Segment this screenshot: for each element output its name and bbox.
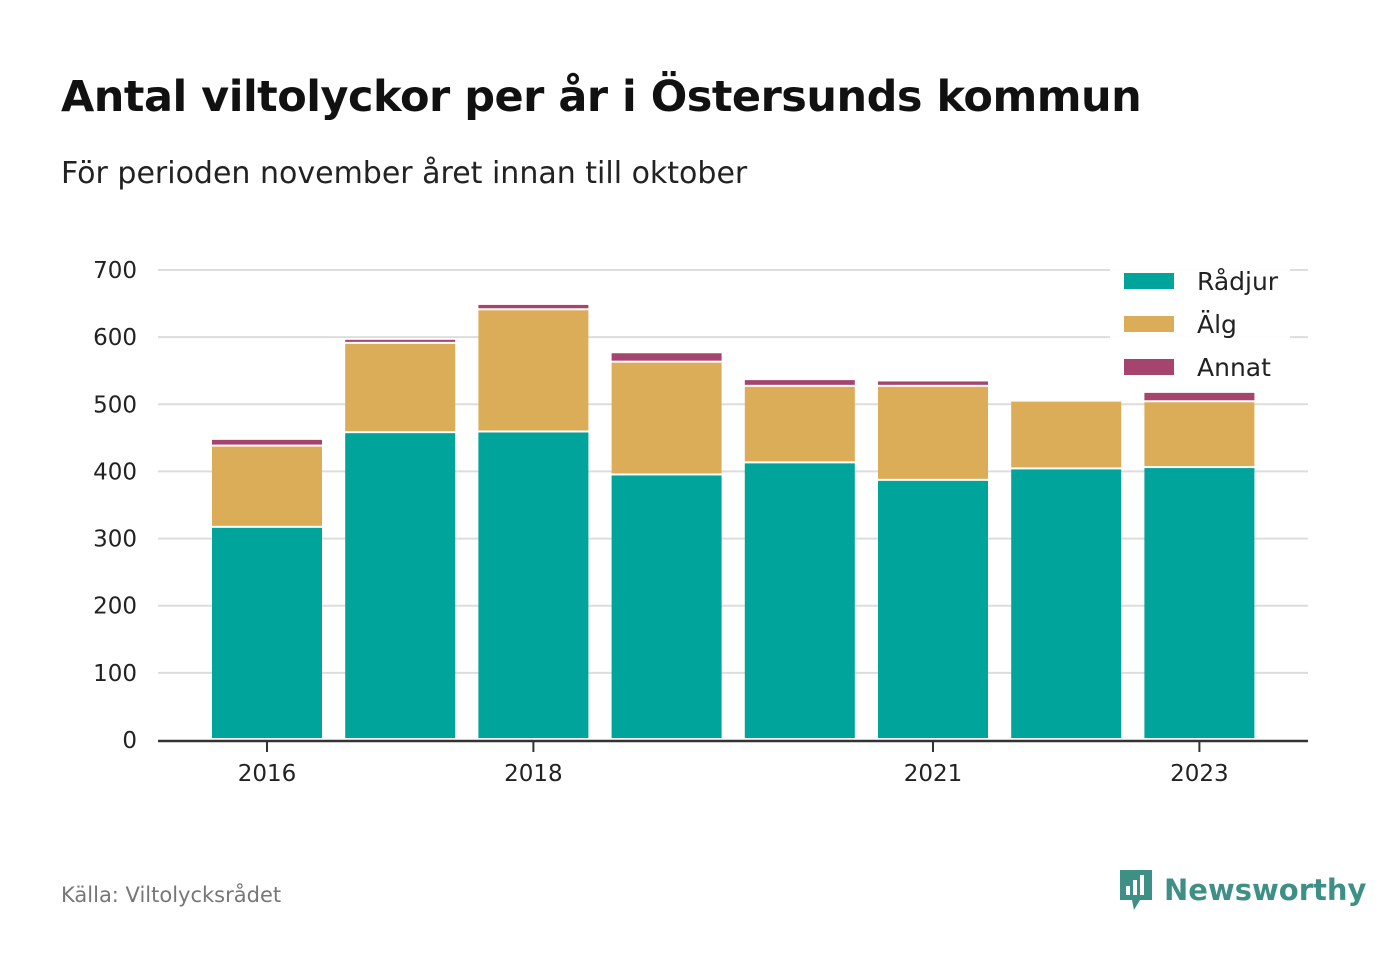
- y-tick-label: 400: [93, 459, 137, 485]
- chart-title: Antal viltolyckor per år i Östersunds ko…: [61, 72, 1142, 122]
- x-axis: 2016 2018 2021 2023: [158, 739, 1308, 787]
- bar-segment-älg: [1144, 402, 1255, 467]
- x-tick-label: 2021: [904, 761, 963, 787]
- y-tick-label: 0: [122, 728, 137, 754]
- bar-chart-speech-bubble-icon: [1120, 870, 1152, 910]
- y-tick-label: 100: [93, 661, 137, 687]
- bar-segment-älg: [478, 310, 589, 431]
- y-axis-tick-labels: 0 100 200 300 400 500 600 700: [93, 258, 137, 754]
- x-tick-label: 2023: [1170, 761, 1229, 787]
- bar-segment-annat: [478, 304, 589, 309]
- legend-label: Rådjur: [1197, 267, 1279, 296]
- bar-segment-älg: [345, 343, 456, 432]
- y-tick-label: 300: [93, 527, 137, 553]
- legend-label: Annat: [1197, 353, 1271, 382]
- bar-segment-rådjur: [878, 480, 988, 738]
- bar-segment-rådjur: [478, 432, 589, 738]
- bars: [212, 304, 1255, 738]
- bar-segment-annat: [212, 439, 322, 445]
- bar-segment-rådjur: [345, 433, 456, 738]
- y-tick-label: 600: [93, 325, 137, 351]
- bar-segment-älg: [611, 362, 722, 474]
- y-tick-label: 700: [93, 258, 137, 284]
- bar-segment-älg: [212, 446, 322, 526]
- bar-segment-älg: [744, 386, 855, 462]
- bar-segment-annat: [345, 339, 456, 342]
- legend-label: Älg: [1197, 310, 1237, 339]
- legend-swatch-annat: [1124, 359, 1174, 375]
- legend-swatch-älg: [1124, 316, 1174, 332]
- bar-segment-rådjur: [212, 527, 322, 738]
- legend: Rådjur Älg Annat: [1110, 258, 1290, 388]
- y-tick-label: 200: [93, 594, 137, 620]
- bar-segment-älg: [1011, 401, 1122, 468]
- x-tick-label: 2016: [238, 761, 297, 787]
- bar-segment-annat: [1144, 392, 1255, 401]
- brand-name: Newsworthy: [1164, 873, 1367, 907]
- source-note: Källa: Viltolycksrådet: [61, 883, 282, 907]
- y-tick-label: 500: [93, 392, 137, 418]
- x-tick-label: 2018: [504, 761, 563, 787]
- bar-segment-annat: [611, 353, 722, 361]
- bar-segment-rådjur: [611, 475, 722, 738]
- bar-segment-rådjur: [1011, 469, 1122, 738]
- bar-segment-älg: [878, 386, 988, 479]
- bar-segment-rådjur: [744, 463, 855, 738]
- bar-segment-annat: [878, 381, 988, 385]
- chart-subtitle: För perioden november året innan till ok…: [61, 156, 748, 191]
- bar-segment-rådjur: [1144, 468, 1255, 738]
- bar-segment-annat: [744, 380, 855, 385]
- legend-swatch-rådjur: [1124, 273, 1174, 289]
- brand-logo: Newsworthy: [1118, 868, 1366, 912]
